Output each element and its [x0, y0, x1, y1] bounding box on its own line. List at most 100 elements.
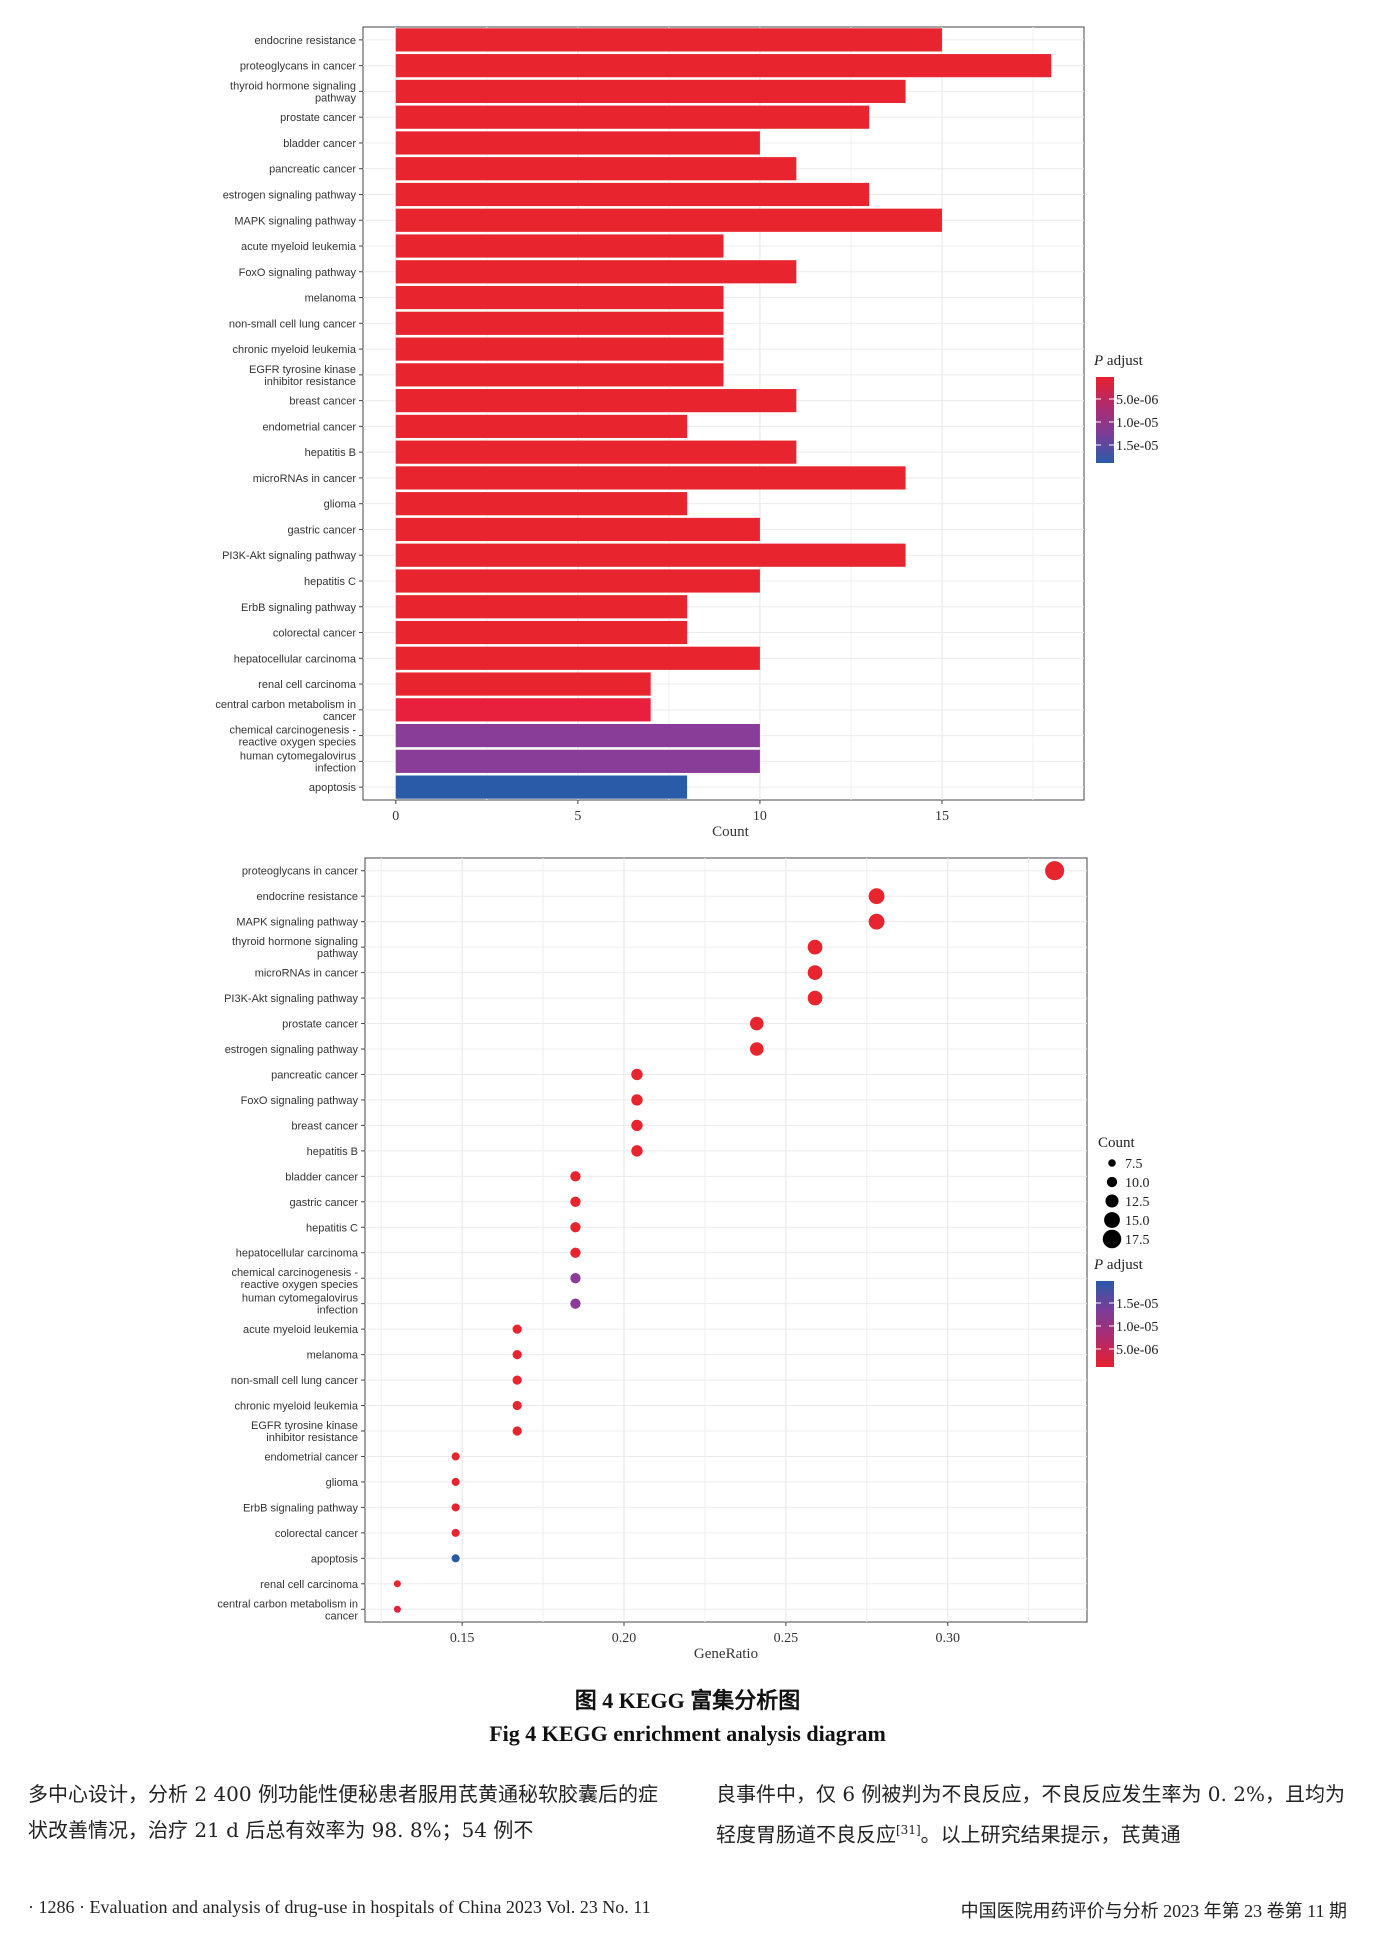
body-text-right: 良事件中，仅 6 例被判为不良反应，不良反应发生率为 0. 2%，且均为轻度胃肠… [716, 1782, 1345, 1847]
legend-title: P adjust [1093, 353, 1144, 369]
point-erbb-signaling-pathway [451, 1503, 460, 1512]
y-tick-label: hepatitis B [305, 447, 356, 459]
y-tick-label: cancer [323, 711, 356, 723]
y-tick-label: renal cell carcinoma [260, 1579, 359, 1591]
point-endocrine-resistance [868, 888, 885, 905]
body-text-right-continued: 。以上研究结果提示，芪黄通 [920, 1822, 1181, 1847]
legend-label: 1.5e-05 [1116, 1297, 1158, 1312]
point-colorectal-cancer [451, 1528, 460, 1537]
legend-title: P adjust [1093, 1257, 1144, 1273]
bar-chronic-myeloid-leukemia [395, 337, 724, 361]
y-tick-label: pancreatic cancer [269, 164, 356, 176]
bar-pancreatic-cancer [395, 157, 797, 181]
legend-color-bar [1096, 377, 1114, 463]
y-tick-label: thyroid hormone signaling [230, 80, 356, 92]
bar-mapk-signaling-pathway [395, 208, 942, 232]
y-tick-label: cancer [325, 1610, 358, 1622]
y-tick-label: ErbB signaling pathway [241, 602, 356, 614]
point-central-carbon-metabolism-in-cancer [393, 1605, 401, 1613]
y-tick-label: ErbB signaling pathway [243, 1502, 358, 1514]
legend-label: 5.0e-06 [1116, 393, 1158, 408]
footer-journal-english: · 1286 · Evaluation and analysis of drug… [28, 1897, 651, 1917]
y-tick-label: glioma [324, 499, 357, 511]
y-tick-label: melanoma [307, 1350, 359, 1362]
y-tick-label: thyroid hormone signaling [232, 936, 358, 948]
y-tick-label: chemical carcinogenesis - [231, 1267, 358, 1279]
footer-journal-chinese: 中国医院用药评价与分析 2023 年第 23 卷第 11 期 [960, 1901, 1347, 1921]
size-legend-title: Count [1098, 1135, 1136, 1151]
y-tick-label: hepatocellular carcinoma [236, 1248, 359, 1260]
bar-endometrial-cancer [395, 414, 688, 438]
bar-melanoma [395, 285, 724, 310]
plot-panel [362, 26, 1085, 801]
size-legend-label: 10.0 [1125, 1176, 1150, 1191]
bar-colorectal-cancer [395, 620, 688, 645]
y-tick-label: PI3K-Akt signaling pathway [222, 550, 356, 562]
bar-egfr-tyrosine-kinase-inhibitor-resistance [395, 363, 724, 387]
y-tick-label: EGFR tyrosine kinase [249, 364, 356, 376]
point-apoptosis [451, 1554, 460, 1563]
size-legend-label: 7.5 [1125, 1157, 1143, 1172]
bar-non-small-cell-lung-cancer [395, 311, 724, 335]
bar-endocrine-resistance [395, 28, 942, 52]
body-text-right-column: 良事件中，仅 6 例被判为不良反应，不良反应发生率为 0. 2%，且均为轻度胃肠… [716, 1776, 1356, 1853]
y-tick-label: acute myeloid leukemia [241, 241, 357, 253]
y-tick-label: acute myeloid leukemia [243, 1324, 359, 1336]
legend-color-bar [1096, 1281, 1114, 1367]
point-hepatitis-b [631, 1145, 643, 1157]
point-human-cytomegalovirus-infection [570, 1298, 581, 1309]
bar-pi3k-akt-signaling-pathway [395, 543, 906, 567]
legend-label: 1.0e-05 [1116, 416, 1158, 431]
y-tick-label: colorectal cancer [275, 1528, 358, 1540]
y-tick-label: proteoglycans in cancer [242, 866, 359, 878]
bar-breast-cancer [395, 389, 797, 413]
legend-label: 5.0e-06 [1116, 1343, 1158, 1358]
point-non-small-cell-lung-cancer [512, 1375, 522, 1385]
size-legend-dot [1105, 1194, 1119, 1208]
y-tick-label: hepatitis B [307, 1146, 358, 1158]
y-tick-label: estrogen signaling pathway [223, 189, 357, 201]
x-tick-label: 0.25 [774, 1631, 799, 1646]
y-tick-label: hepatitis C [306, 1222, 358, 1234]
kegg-bar-chart: endocrine resistance proteoglycans in can… [215, 26, 1158, 840]
y-tick-label: endometrial cancer [262, 421, 356, 433]
y-tick-label: pancreatic cancer [271, 1069, 358, 1081]
point-foxo-signaling-pathway [631, 1094, 643, 1106]
bar-human-cytomegalovirus-infection [395, 749, 760, 773]
y-tick-label: glioma [326, 1477, 359, 1489]
figure-caption-chinese: 图 4 KEGG 富集分析图 [574, 1688, 801, 1713]
y-tick-label: chronic myeloid leukemia [233, 344, 357, 356]
y-tick-label: prostate cancer [280, 112, 356, 124]
x-tick-label: 15 [935, 809, 949, 824]
bar-chemical-carcinogenesis-reactive-oxygen-species [395, 723, 760, 748]
y-tick-label: human cytomegalovirus [242, 1293, 359, 1305]
y-tick-label: proteoglycans in cancer [240, 61, 357, 73]
y-tick-label: bladder cancer [285, 1171, 358, 1183]
bar-glioma [395, 492, 688, 516]
point-glioma [451, 1477, 460, 1486]
x-axis-title: GeneRatio [694, 1646, 758, 1662]
y-tick-label: reactive oxygen species [241, 1279, 359, 1291]
x-tick-label: 0.20 [612, 1631, 637, 1646]
point-hepatocellular-carcinoma [570, 1247, 581, 1258]
bar-proteoglycans-in-cancer [395, 54, 1052, 78]
body-text-left-column: 多中心设计，分析 2 400 例功能性便秘患者服用芪黄通秘软胶囊后的症状改善情况… [28, 1782, 658, 1842]
size-legend-label: 15.0 [1125, 1214, 1150, 1229]
y-tick-label: non-small cell lung cancer [231, 1375, 359, 1387]
point-acute-myeloid-leukemia [512, 1324, 522, 1334]
y-tick-label: endocrine resistance [254, 35, 356, 47]
y-tick-label: chemical carcinogenesis - [229, 725, 356, 737]
bar-prostate-cancer [395, 105, 870, 129]
y-tick-label: infection [317, 1305, 358, 1317]
bar-micrornas-in-cancer [395, 466, 906, 490]
y-tick-label: gastric cancer [290, 1197, 359, 1209]
y-tick-label: bladder cancer [283, 138, 356, 150]
point-pancreatic-cancer [631, 1068, 643, 1081]
y-tick-label: EGFR tyrosine kinase [251, 1420, 358, 1432]
point-estrogen-signaling-pathway [749, 1042, 764, 1056]
point-bladder-cancer [570, 1171, 581, 1182]
size-legend-label: 17.5 [1125, 1233, 1150, 1248]
size-legend-label: 12.5 [1125, 1195, 1150, 1210]
point-thyroid-hormone-signaling-pathway [807, 939, 823, 955]
figure-caption-english: Fig 4 KEGG enrichment analysis diagram [489, 1721, 886, 1746]
